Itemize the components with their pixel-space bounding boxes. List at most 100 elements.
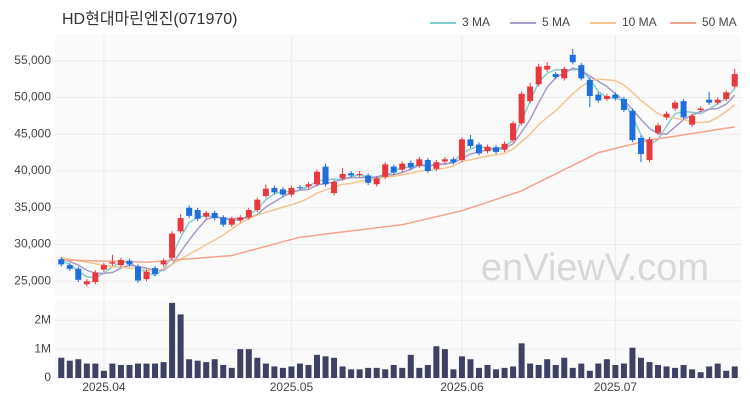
volume-bar bbox=[450, 369, 457, 378]
candle-body bbox=[254, 199, 261, 210]
candle-body bbox=[586, 79, 593, 97]
volume-bar bbox=[467, 359, 474, 378]
volume-bar bbox=[109, 363, 116, 378]
volume-bar bbox=[83, 363, 90, 378]
volume-bar bbox=[279, 367, 286, 378]
volume-bar bbox=[501, 367, 508, 378]
volume-bar bbox=[254, 357, 261, 378]
volume-bar bbox=[288, 366, 295, 378]
volume-bar bbox=[578, 363, 585, 378]
volume-bar bbox=[655, 365, 662, 378]
y-tick-label: 2M bbox=[34, 312, 51, 326]
candle-body bbox=[203, 212, 210, 217]
candle-body bbox=[228, 218, 235, 225]
candle-body bbox=[237, 217, 244, 221]
candle-body bbox=[510, 123, 517, 141]
x-tick-label: 2025.05 bbox=[270, 380, 314, 394]
volume-bar bbox=[117, 365, 124, 378]
candle-body bbox=[356, 173, 363, 175]
x-tick-label: 2025.06 bbox=[440, 380, 484, 394]
volume-bar bbox=[706, 366, 713, 378]
candle-body bbox=[458, 139, 465, 160]
volume-bar bbox=[424, 365, 431, 378]
ma-line bbox=[61, 126, 735, 263]
candle-body bbox=[373, 178, 380, 185]
volume-bar bbox=[552, 365, 559, 378]
candle-body bbox=[109, 262, 116, 264]
volume-bar bbox=[245, 349, 252, 378]
x-tick-label: 2025.07 bbox=[594, 380, 638, 394]
volume-bar bbox=[586, 370, 593, 378]
volume-bar bbox=[177, 314, 184, 378]
volume-bar bbox=[134, 363, 141, 378]
volume-bar bbox=[612, 365, 619, 378]
candle-body bbox=[186, 207, 193, 216]
candle-body bbox=[365, 175, 372, 183]
candle-body bbox=[279, 189, 286, 195]
volume-bar bbox=[484, 365, 491, 378]
volume-bar bbox=[314, 354, 321, 378]
candle-body bbox=[331, 182, 338, 194]
candle-body bbox=[424, 159, 431, 172]
y-tick-label: 45,000 bbox=[14, 126, 51, 140]
volume-bar bbox=[356, 369, 363, 378]
candle-body bbox=[612, 94, 619, 99]
candle-body bbox=[680, 101, 687, 118]
candle-body bbox=[689, 115, 696, 125]
y-tick-label: 30,000 bbox=[14, 237, 51, 251]
candle-body bbox=[100, 265, 107, 270]
volume-bar bbox=[271, 366, 278, 378]
volume-bar bbox=[382, 369, 389, 378]
volume-bar bbox=[75, 359, 82, 378]
candle-body bbox=[83, 281, 90, 285]
candle-body bbox=[527, 86, 534, 102]
volume-bar bbox=[407, 354, 414, 378]
candle-body bbox=[152, 268, 159, 274]
volume-bar bbox=[416, 367, 423, 378]
volume-bar bbox=[348, 369, 355, 378]
candle-body bbox=[629, 110, 636, 141]
volume-bar bbox=[66, 360, 73, 378]
volume-bar bbox=[365, 367, 372, 378]
volume-bar bbox=[186, 359, 193, 378]
volume-bar bbox=[160, 362, 167, 378]
volume-bar bbox=[723, 370, 730, 378]
volume-bar bbox=[475, 367, 482, 378]
candle-body bbox=[672, 102, 679, 109]
volume-bar bbox=[220, 365, 227, 378]
candle-body bbox=[501, 143, 508, 150]
volume-bar bbox=[595, 363, 602, 378]
volume-bar bbox=[603, 359, 610, 378]
candle-body bbox=[646, 139, 653, 160]
y-tick-label: 35,000 bbox=[14, 200, 51, 214]
candle-body bbox=[271, 187, 278, 193]
volume-bar bbox=[322, 356, 329, 378]
legend-label: 5 MA bbox=[542, 15, 570, 29]
volume-bar bbox=[169, 302, 176, 378]
volume-bar bbox=[152, 363, 159, 378]
volume-bar bbox=[569, 367, 576, 378]
volume-bar bbox=[672, 367, 679, 378]
volume-bar bbox=[433, 346, 440, 378]
volume-bar bbox=[100, 370, 107, 378]
volume-bar bbox=[237, 349, 244, 378]
candle-body bbox=[569, 54, 576, 63]
volume-bar bbox=[92, 363, 99, 378]
candle-body bbox=[714, 99, 721, 103]
candle-body bbox=[220, 217, 227, 225]
candle-body bbox=[620, 98, 627, 110]
candle-body bbox=[407, 162, 414, 168]
candle-body bbox=[663, 113, 670, 118]
volume-bar bbox=[228, 367, 235, 378]
volume-bar bbox=[689, 369, 696, 378]
candle-body bbox=[441, 159, 448, 162]
y-tick-label: 0 bbox=[44, 370, 51, 384]
candle-body bbox=[245, 209, 252, 218]
volume-bar bbox=[296, 363, 303, 378]
volume-bar bbox=[561, 357, 568, 378]
volume-bar bbox=[143, 363, 150, 378]
volume-bar bbox=[458, 356, 465, 378]
candle-body bbox=[416, 159, 423, 166]
y-tick-label: 40,000 bbox=[14, 163, 51, 177]
